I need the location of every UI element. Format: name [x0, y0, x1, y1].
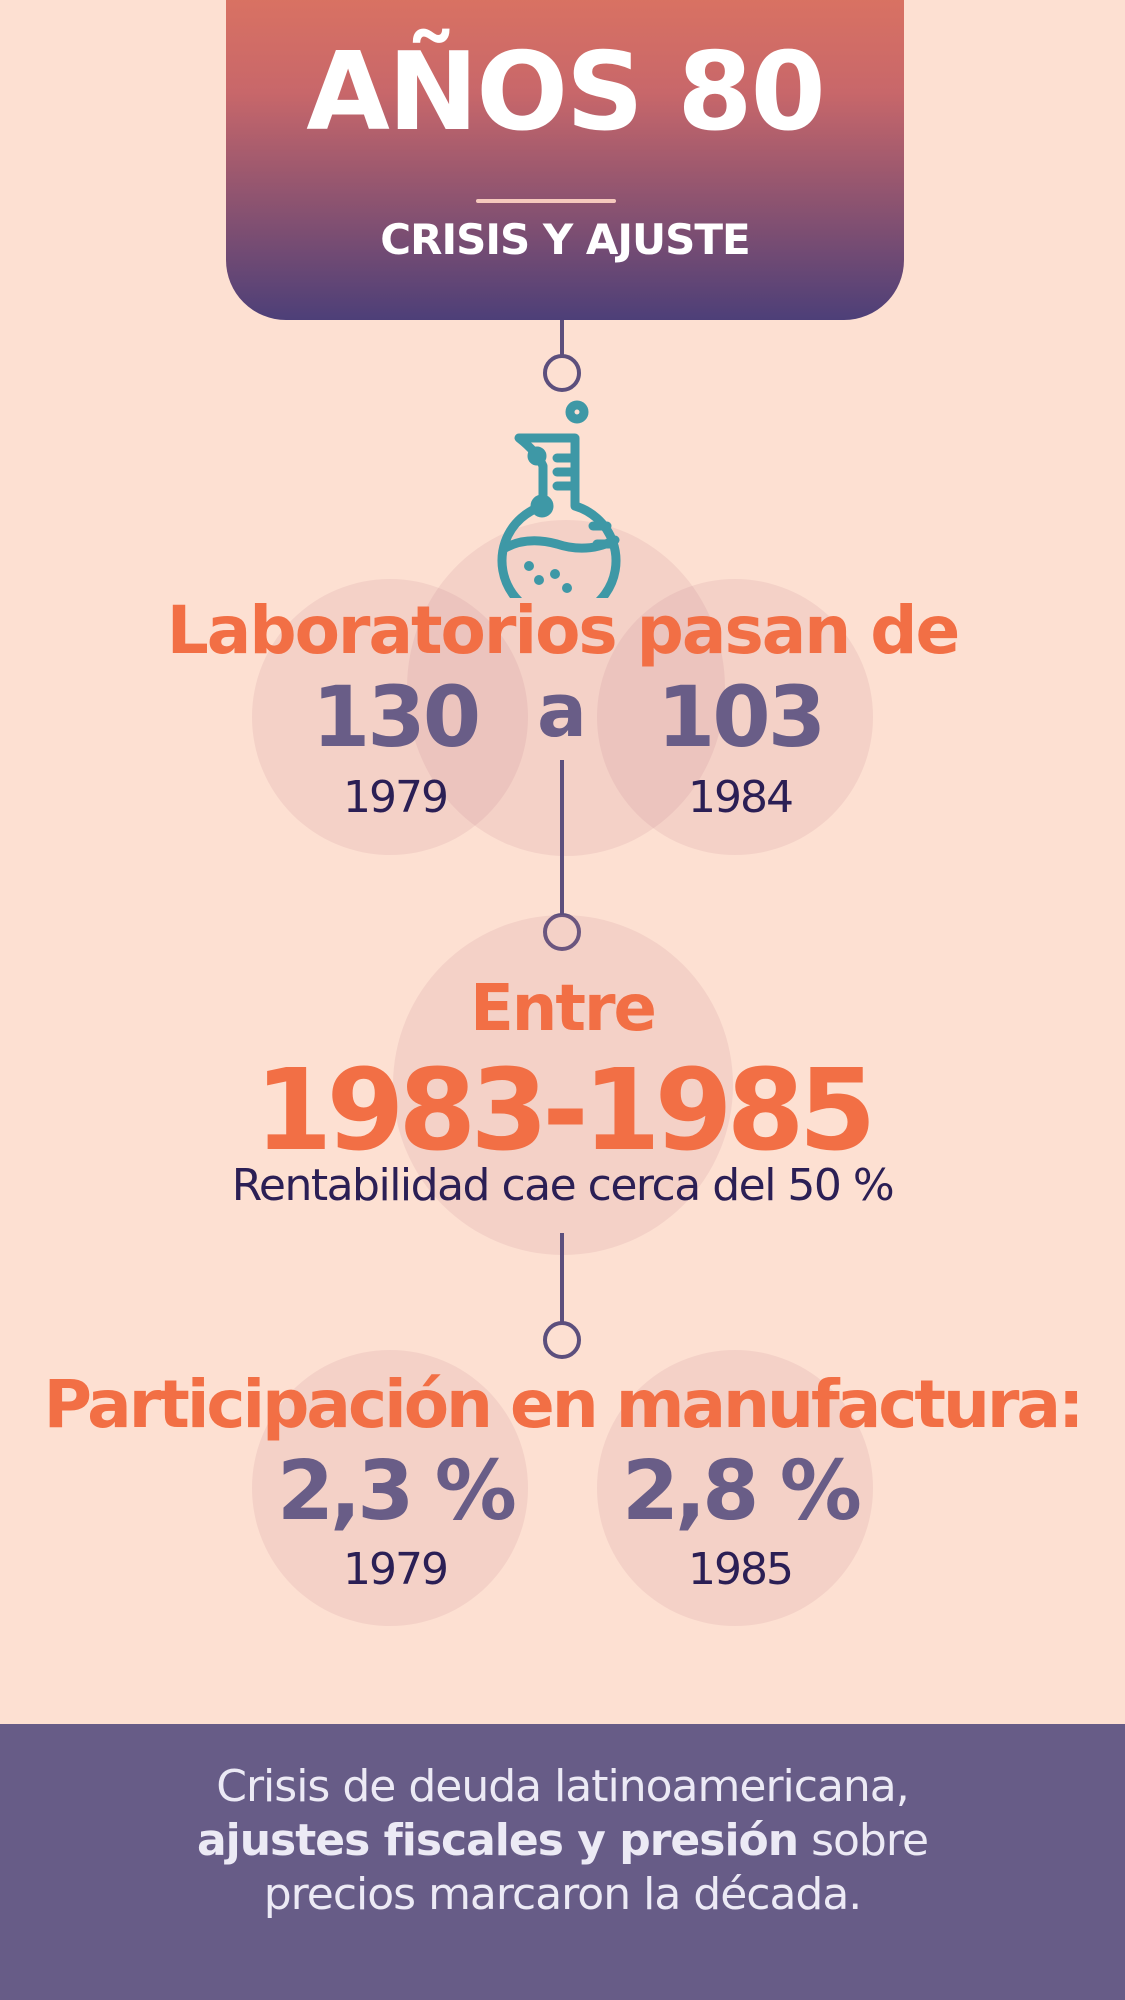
period-range: 1983-1985 — [254, 1046, 877, 1176]
labs-to-year: 1984 — [688, 772, 794, 823]
footer-line-3: precios marcaron la década. — [263, 1869, 863, 1920]
manufacturing-heading: Participación en manufactura: — [43, 1366, 1085, 1443]
labs-from-year: 1979 — [343, 772, 449, 823]
manufacturing-right-value: 2,8 % — [622, 1444, 862, 1539]
footer-line-2: ajustes fiscales y presión sobre — [0, 1814, 1125, 1868]
timeline-node-icon — [543, 1321, 581, 1359]
decor-bubble — [252, 579, 528, 855]
decor-bubble — [393, 915, 733, 1255]
timeline-node-icon — [543, 913, 581, 951]
labs-connector: a — [537, 668, 587, 754]
period-caption: Rentabilidad cae cerca del 50 % — [231, 1160, 895, 1211]
footer-line-1: Crisis de deuda latinoamericana, — [216, 1761, 910, 1812]
decor-bubble — [407, 520, 725, 856]
labs-to-value: 103 — [656, 668, 826, 766]
page-subtitle: CRISIS Y AJUSTE — [380, 215, 750, 264]
timeline-line — [560, 1233, 564, 1323]
manufacturing-right-year: 1985 — [688, 1544, 794, 1595]
decor-bubble — [597, 579, 873, 855]
labs-heading: Laboratorios pasan de — [166, 592, 961, 669]
manufacturing-left-value: 2,3 % — [277, 1444, 517, 1539]
title-divider — [476, 199, 616, 203]
timeline-line — [560, 320, 564, 356]
manufacturing-left-year: 1979 — [343, 1544, 449, 1595]
decor-bubble — [597, 1350, 873, 1626]
footer-summary: Crisis de deuda latinoamericana, ajustes… — [0, 1760, 1125, 1922]
footer-line-2-bold: ajustes fiscales y presión — [196, 1815, 799, 1866]
page-title: AÑOS 80 — [306, 30, 825, 155]
timeline-node-icon — [543, 354, 581, 392]
flask-icon — [497, 400, 621, 598]
labs-from-value: 130 — [311, 668, 481, 766]
footer-banner: Crisis de deuda latinoamericana, ajustes… — [0, 1724, 1125, 2000]
footer-line-2-rest: sobre — [798, 1815, 929, 1866]
header-banner: AÑOS 80 CRISIS Y AJUSTE — [226, 0, 904, 320]
timeline-line — [560, 760, 564, 915]
period-lead: Entre — [470, 972, 657, 1046]
decor-bubble — [252, 1350, 528, 1626]
